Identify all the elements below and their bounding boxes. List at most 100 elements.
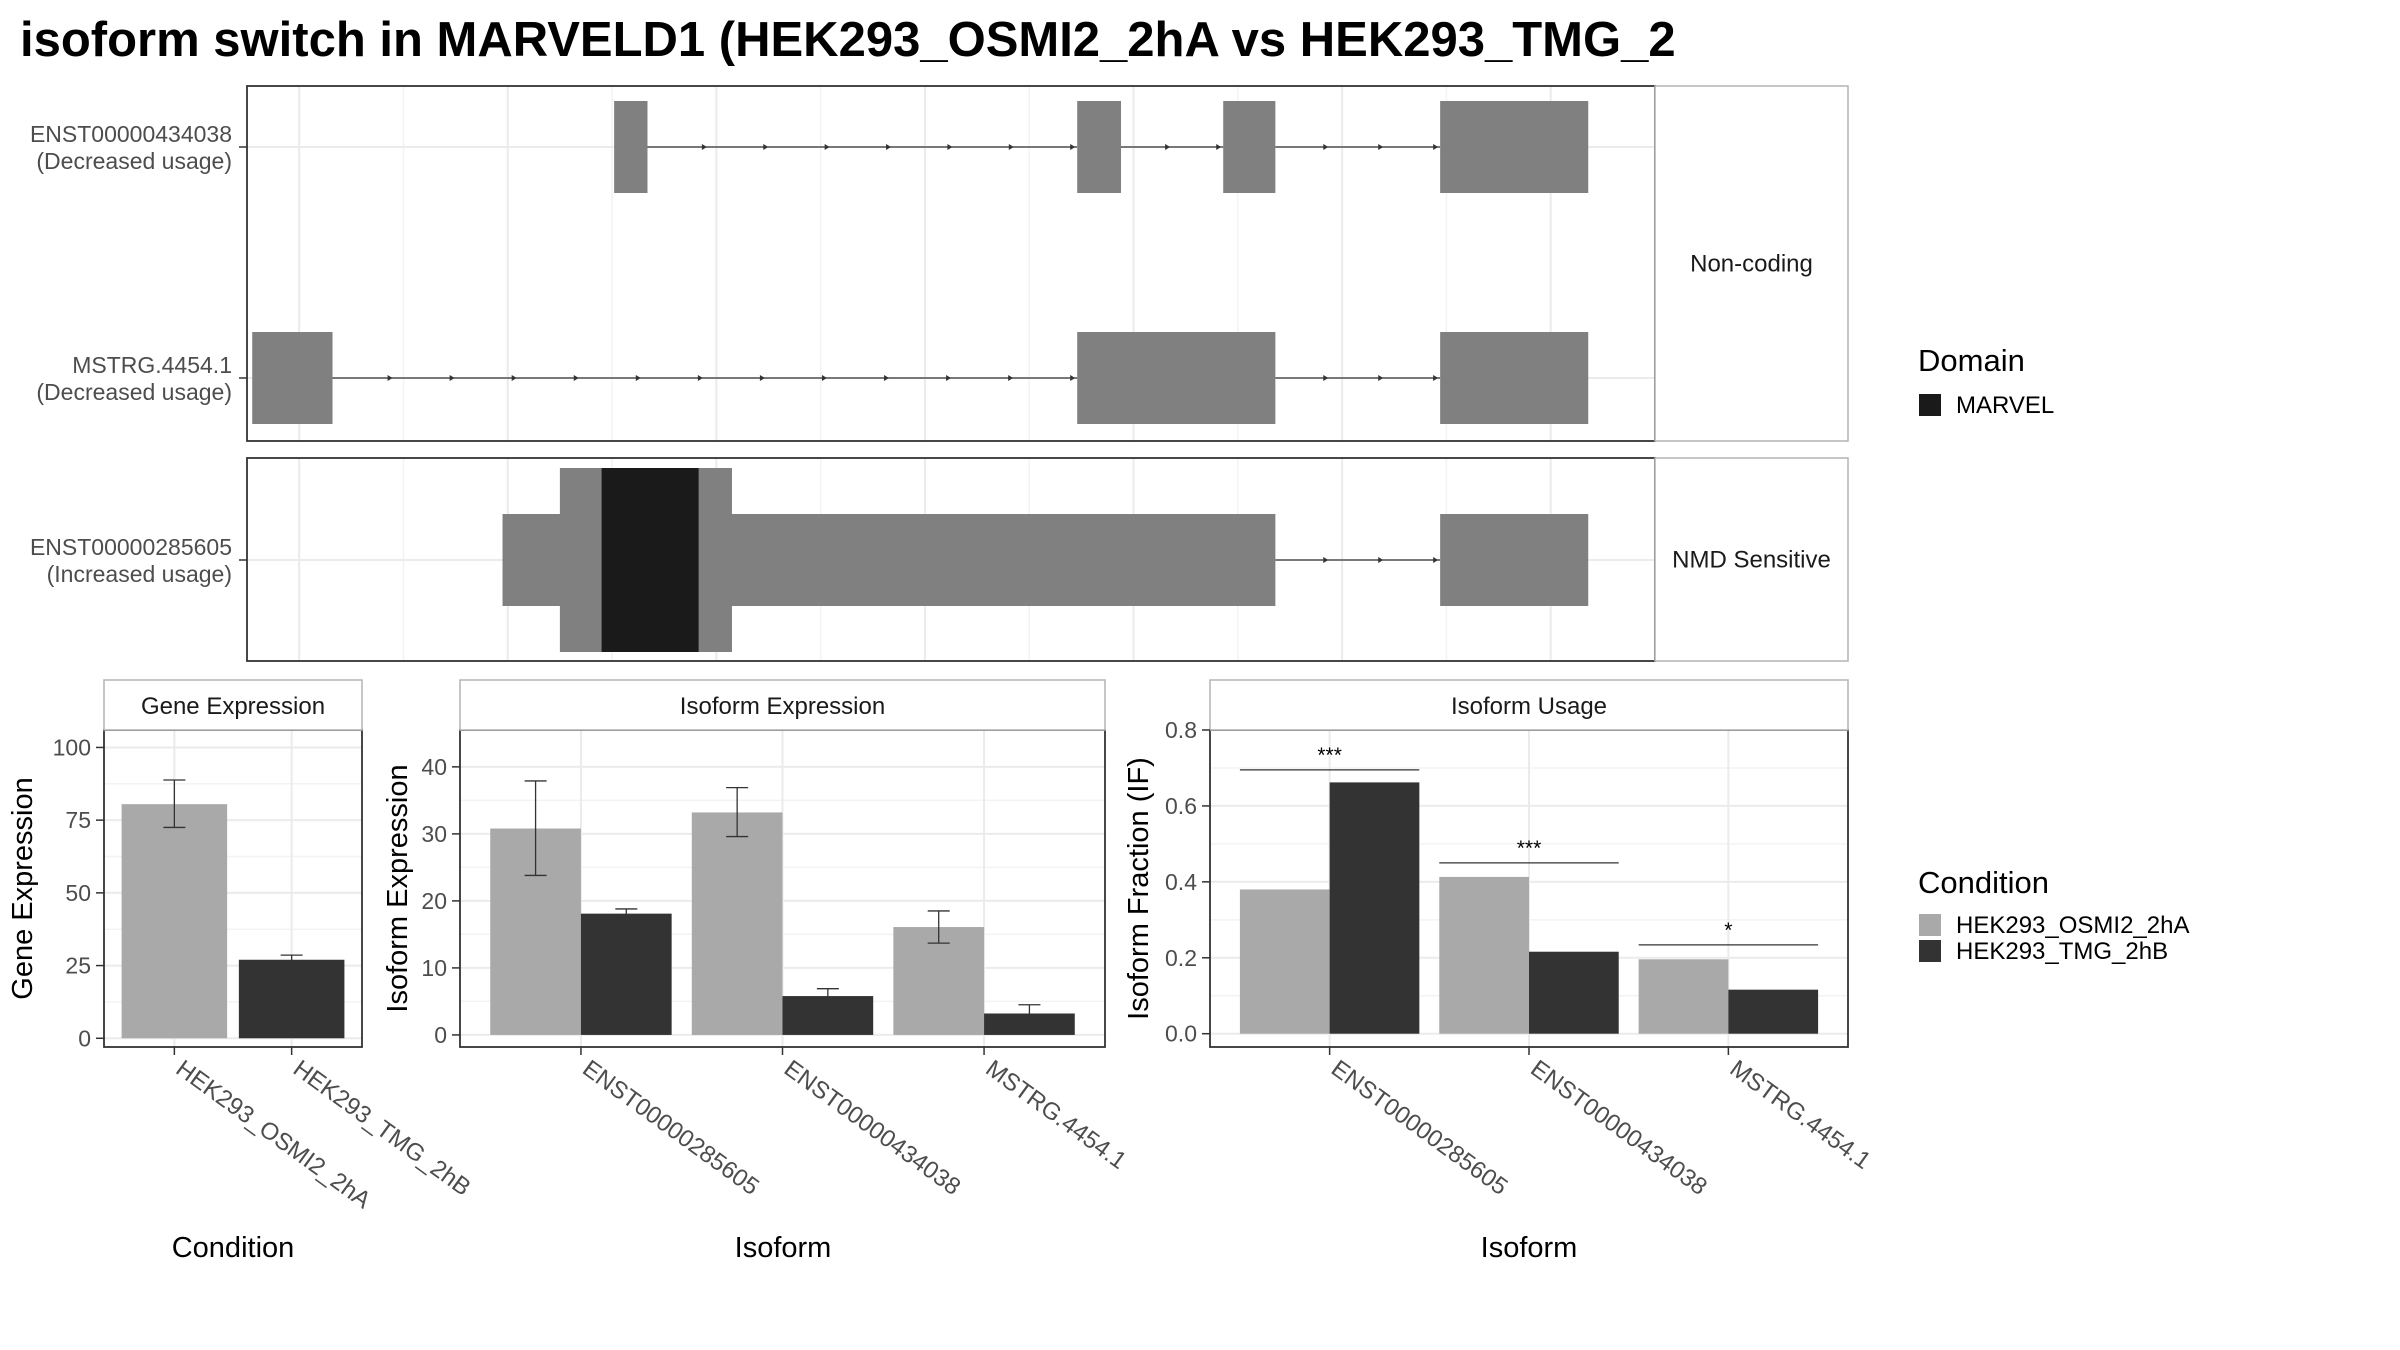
bar	[1329, 782, 1420, 1034]
intron-arrow	[1323, 557, 1329, 563]
bar	[782, 996, 874, 1035]
bar-panel-strip	[1209, 679, 1849, 731]
intron-arrow	[1008, 144, 1014, 150]
transcript-usage-label: (Decreased usage)	[36, 379, 232, 405]
transcript-structure-plot: ENST00000434038(Decreased usage)MSTRG.44…	[30, 85, 1849, 662]
transcript-usage-label: (Decreased usage)	[36, 148, 232, 174]
y-tick-label: 10	[421, 955, 447, 981]
condition-legend-key	[1919, 940, 1941, 962]
bar	[893, 927, 985, 1035]
exon-block	[1077, 101, 1122, 193]
facet-strip-label: Non-coding	[1690, 251, 1813, 278]
intron-arrow	[697, 375, 703, 381]
exon-block	[1440, 514, 1589, 606]
bar	[121, 804, 228, 1039]
intron-arrow	[1433, 557, 1439, 563]
figure-title: isoform switch in MARVELD1 (HEK293_OSMI2…	[20, 13, 1676, 67]
intron-arrow	[1433, 144, 1439, 150]
condition-legend-key	[1919, 914, 1941, 936]
x-axis-title: Condition	[172, 1232, 295, 1264]
y-tick-label: 75	[65, 807, 91, 833]
y-tick-label: 0	[78, 1025, 91, 1051]
significance-label: ***	[1317, 744, 1342, 767]
intron-arrow	[1165, 144, 1171, 150]
bar-panel-2: *******Isoform Usage0.00.20.40.60.8Isofo…	[1123, 679, 1876, 1264]
y-tick-label: 0.0	[1165, 1021, 1197, 1047]
y-tick-label: 40	[421, 754, 447, 780]
exon-block	[1223, 101, 1276, 193]
y-axis-title: Isoform Expression	[382, 764, 414, 1012]
bar	[1529, 951, 1619, 1034]
intron-arrow	[1378, 375, 1384, 381]
bar	[238, 959, 345, 1039]
domain-legend: Domain MARVEL	[1918, 343, 2054, 419]
x-tick-label: ENST00000285605	[1326, 1055, 1512, 1201]
intron-arrow	[635, 375, 641, 381]
condition-legend-label: HEK293_OSMI2_2hA	[1956, 912, 2189, 939]
intron-arrow	[449, 375, 455, 381]
exon-block	[1440, 101, 1589, 193]
intron-arrow	[1323, 144, 1329, 150]
intron-arrow	[947, 144, 953, 150]
y-axis-title: Gene Expression	[7, 777, 39, 999]
structure-facet-0: ENST00000434038(Decreased usage)MSTRG.44…	[30, 85, 1849, 442]
intron-arrow	[1216, 144, 1222, 150]
facet-strip-label: NMD Sensitive	[1672, 547, 1831, 574]
bar-panel-title: Isoform Usage	[1451, 693, 1607, 720]
y-tick-label: 100	[53, 734, 91, 760]
intron-arrow	[1070, 375, 1076, 381]
intron-arrow	[1323, 375, 1329, 381]
y-tick-label: 0.4	[1165, 869, 1197, 895]
domain-legend-label: MARVEL	[1956, 392, 2054, 419]
bar	[580, 913, 672, 1035]
y-tick-label: 0.2	[1165, 945, 1197, 971]
bar	[1638, 959, 1729, 1034]
facet-strip	[1654, 85, 1849, 442]
x-tick-label: MSTRG.4454.1	[1725, 1055, 1876, 1175]
transcript-ENST00000285605: ENST00000285605(Increased usage)	[30, 468, 1589, 652]
bar	[1439, 876, 1529, 1034]
y-axis-title: Isoform Fraction (IF)	[1123, 757, 1155, 1020]
x-tick-label: ENST00000434038	[1525, 1055, 1711, 1201]
bar	[1239, 889, 1330, 1034]
exon-block	[1440, 332, 1589, 424]
x-tick-label: HEK293_OSMI2_2hA	[171, 1055, 376, 1214]
intron-arrow	[1070, 144, 1076, 150]
intron-arrow	[759, 375, 765, 381]
significance-label: *	[1724, 919, 1732, 942]
intron-arrow	[1433, 375, 1439, 381]
transcript-usage-label: (Increased usage)	[47, 561, 232, 587]
structure-panel-background	[247, 86, 1655, 441]
intron-arrow	[884, 375, 890, 381]
y-tick-label: 20	[421, 888, 447, 914]
intron-arrow	[763, 144, 769, 150]
domain-block	[601, 468, 699, 652]
intron-arrow	[886, 144, 892, 150]
bar-panel-title: Isoform Expression	[680, 693, 885, 720]
bar	[984, 1013, 1075, 1035]
x-axis-title: Isoform	[1481, 1232, 1578, 1264]
bar-panel-strip	[459, 679, 1106, 731]
bar-panel-1: Isoform Expression 0 10 20 30 40 Isoform Expre…	[382, 679, 1132, 1264]
bar	[1728, 989, 1819, 1034]
facet-strip	[1654, 457, 1849, 662]
bar-panel-strip	[103, 679, 363, 731]
intron-arrow	[387, 375, 393, 381]
x-tick-label: MSTRG.4454.1	[981, 1055, 1132, 1175]
exon-block	[252, 332, 333, 424]
intron-arrow	[824, 144, 830, 150]
intron-arrow	[573, 375, 579, 381]
y-tick-label: 0.8	[1165, 717, 1197, 743]
condition-legend-label: HEK293_TMG_2hB	[1956, 938, 2168, 965]
exon-block	[614, 101, 648, 193]
x-tick-label: ENST00000434038	[779, 1055, 965, 1201]
structure-facet-1: ENST00000285605(Increased usage) NMD Sens…	[30, 457, 1849, 662]
intron-arrow	[511, 375, 517, 381]
intron-arrow	[1378, 557, 1384, 563]
y-tick-label: 0	[434, 1022, 447, 1048]
transcript-id-label: ENST00000285605	[30, 534, 232, 560]
condition-legend-title: Condition	[1918, 865, 2049, 900]
